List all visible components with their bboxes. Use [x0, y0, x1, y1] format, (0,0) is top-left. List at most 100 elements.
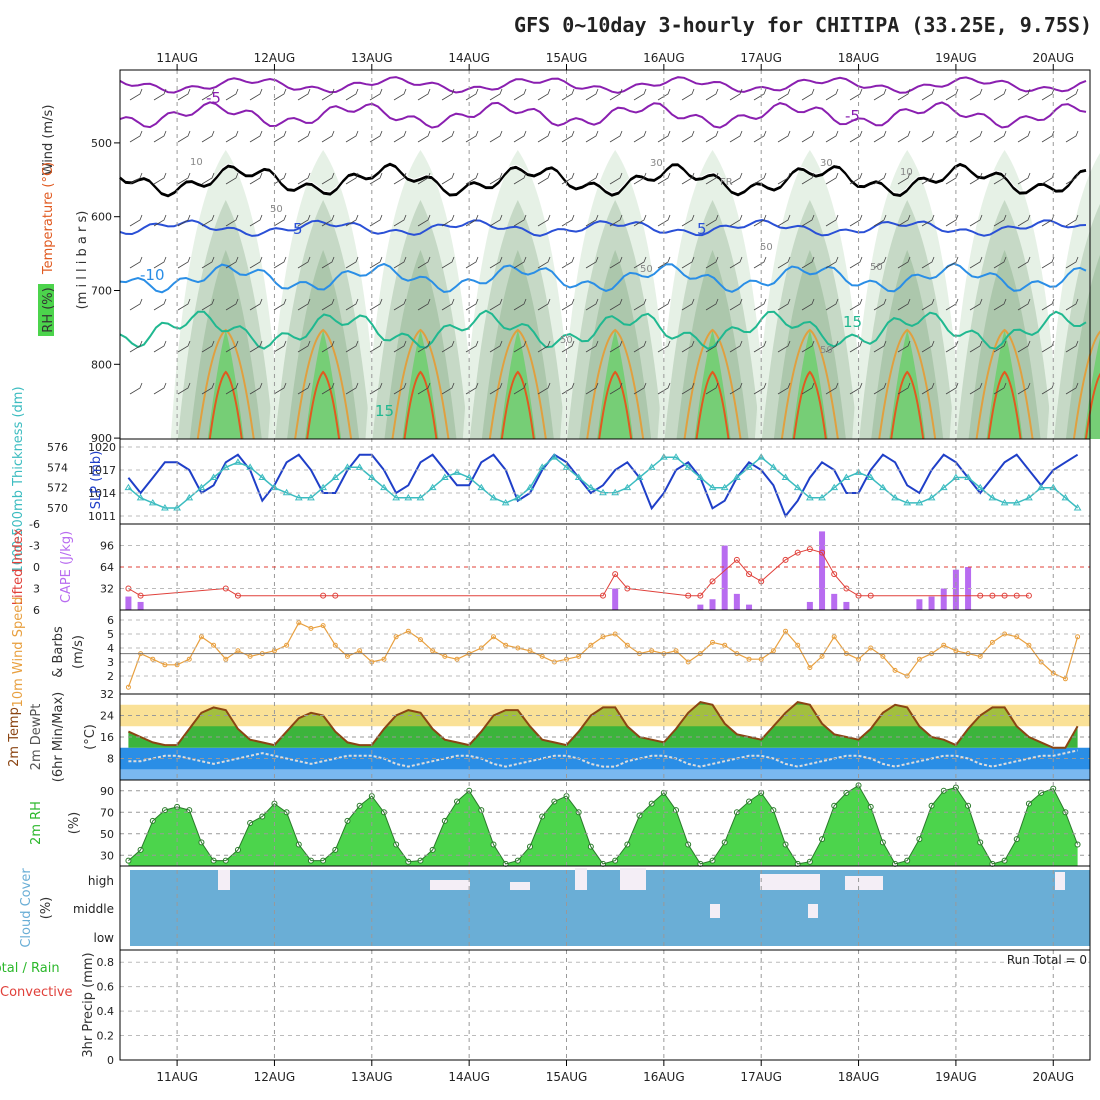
wind-barb — [777, 130, 791, 143]
temp-series-line — [127, 701, 1079, 749]
wind-barb — [297, 382, 311, 395]
wind-speed-point — [1026, 642, 1032, 648]
cape-bar — [721, 545, 728, 610]
wind-barb — [273, 130, 287, 143]
contour-label: 10 — [190, 157, 203, 168]
wind-barb — [489, 298, 503, 311]
wind-barb — [201, 130, 215, 143]
wind-barb — [1017, 256, 1031, 269]
temp2m-axis-label: 2m Temp — [7, 707, 22, 767]
thickness-point — [331, 473, 340, 480]
wind-barb — [249, 172, 263, 185]
temp-tick-label: 16 — [100, 731, 114, 744]
wind-barb — [585, 382, 599, 395]
rh-band-70 — [791, 330, 828, 439]
isotherm-25-contour — [403, 370, 438, 440]
wind-barb — [513, 130, 527, 143]
wind-barb — [729, 256, 743, 269]
wind-barb — [729, 130, 743, 143]
wind-barb — [681, 298, 695, 311]
wind-barb — [393, 298, 407, 311]
slp-tick-label: 1020 — [88, 441, 116, 454]
wind-barb — [921, 172, 935, 185]
wind-barb — [609, 256, 623, 269]
rh-band-70 — [305, 330, 342, 439]
wind-barb — [537, 214, 551, 227]
wind-barb — [729, 382, 743, 395]
date-label-bottom: 18AUG — [838, 1070, 880, 1084]
thickness-point — [161, 504, 169, 511]
wind-barb — [777, 256, 791, 269]
wind-barb — [897, 214, 911, 227]
wind-barb — [393, 130, 407, 143]
wind-speed-point — [405, 628, 411, 634]
wind-barb — [417, 256, 431, 269]
wind-barb — [393, 88, 407, 101]
wind-barb — [969, 382, 983, 395]
wind-barb — [273, 172, 287, 185]
thickness-point — [477, 483, 486, 491]
thickness-point — [842, 473, 851, 480]
lifted-index-point — [819, 549, 826, 556]
wind-speed-point — [807, 665, 813, 671]
lifted-index-point — [831, 571, 838, 578]
date-label-top: 20AUG — [1032, 51, 1074, 65]
wind-barb — [849, 130, 863, 143]
isotherm-20-contour — [294, 328, 353, 440]
wind-barb — [177, 256, 191, 269]
wind-barb — [633, 340, 647, 353]
wind-barb — [777, 214, 791, 227]
wind-barb — [417, 214, 431, 227]
thickness-point — [246, 463, 254, 470]
wind-barb — [225, 172, 239, 185]
grid-layer — [120, 70, 1090, 1061]
wind-barb — [897, 88, 911, 101]
wind-barb — [177, 130, 191, 143]
wind-barb — [393, 214, 407, 227]
wind-barb — [345, 340, 359, 353]
cape-tick-label: 64 — [100, 561, 114, 574]
wind-barb — [681, 256, 695, 269]
wind-barb — [537, 172, 551, 185]
wind-barb — [753, 214, 767, 227]
contour-label: 50 — [560, 335, 573, 346]
wind-barb — [633, 130, 647, 143]
wind-barb — [321, 172, 335, 185]
wind-barb — [1065, 88, 1079, 101]
wind-barb — [729, 172, 743, 185]
wind-barb — [729, 298, 743, 311]
wind-barb — [297, 214, 311, 227]
wind-barb — [897, 130, 911, 143]
wind-barb — [705, 130, 719, 143]
wind-barb — [1017, 130, 1031, 143]
wind-barb — [657, 256, 671, 269]
thickness-point — [343, 463, 352, 470]
wind-speed-point — [795, 642, 801, 648]
cape-bar — [940, 588, 947, 610]
wind-speed-point — [892, 667, 898, 673]
wind-barb — [609, 340, 623, 353]
thickness-point — [988, 493, 997, 501]
wind-barb — [801, 214, 815, 227]
wind-barb — [633, 172, 647, 185]
thickness-point — [769, 463, 778, 470]
thickness-point — [599, 488, 607, 496]
wind-barb — [969, 214, 983, 227]
thickness-point — [915, 498, 924, 506]
thickness-point — [964, 473, 972, 480]
chart-title: GFS 0~10day 3-hourly for CHITIPA (33.25E… — [514, 13, 1092, 37]
lifted-index-axis-label: Lifted Index — [11, 528, 26, 605]
wind-barb — [945, 382, 959, 395]
wind-barb — [681, 340, 695, 353]
wind-barb — [705, 88, 719, 101]
thickness-axis-label: 1000-500mb Thickness (dm) — [11, 386, 26, 573]
wind-barb — [681, 88, 695, 101]
wind-barb — [633, 382, 647, 395]
wind-barb — [321, 382, 335, 395]
wind-barb — [657, 340, 671, 353]
run-total-label: Run Total = 0 — [1007, 953, 1087, 967]
date-label-top: 11AUG — [156, 51, 198, 65]
wind-barb — [705, 340, 719, 353]
rh2m-units-label: (%) — [67, 812, 82, 835]
thickness-tick-label: 576 — [47, 441, 68, 454]
